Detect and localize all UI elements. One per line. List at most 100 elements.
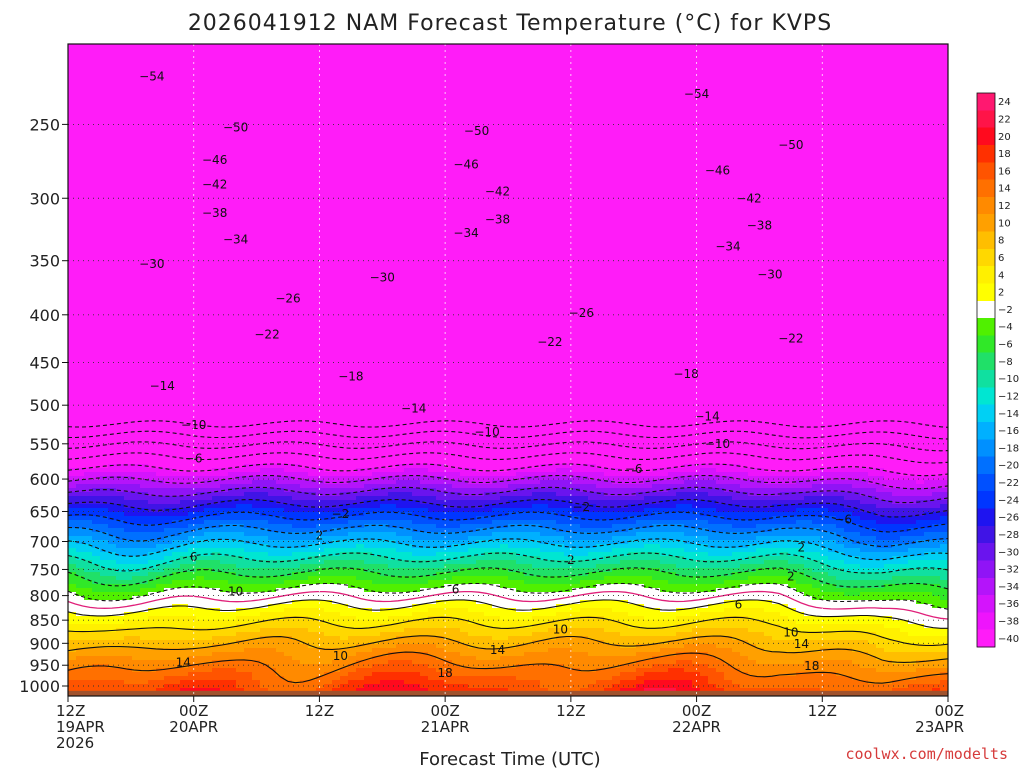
field-cell (628, 116, 637, 121)
field-cell (652, 132, 661, 137)
field-cell (812, 80, 821, 85)
field-cell (364, 140, 373, 145)
field-cell (540, 100, 549, 105)
field-cell (652, 160, 661, 165)
field-cell (668, 192, 677, 197)
field-cell (780, 124, 789, 129)
field-cell (468, 140, 477, 145)
field-cell (692, 152, 701, 157)
field-cell (860, 156, 869, 161)
field-cell (756, 112, 765, 117)
field-cell (340, 188, 349, 193)
field-cell (204, 112, 213, 117)
field-cell (612, 176, 621, 181)
field-cell (756, 96, 765, 101)
field-cell (708, 204, 717, 209)
field-cell (620, 44, 629, 49)
field-cell (404, 52, 413, 57)
field-cell (404, 64, 413, 69)
field-cell (268, 116, 277, 121)
field-cell (420, 196, 429, 201)
field-cell (756, 108, 765, 113)
field-cell (852, 208, 861, 213)
field-cell (204, 200, 213, 205)
field-cell (380, 184, 389, 189)
field-cell (244, 68, 253, 73)
field-cell (76, 128, 85, 133)
field-cell (404, 124, 413, 129)
field-cell (428, 124, 437, 129)
field-cell (420, 136, 429, 141)
field-cell (764, 64, 773, 69)
field-cell (252, 148, 261, 153)
field-cell (764, 92, 773, 97)
field-cell (372, 48, 381, 53)
field-cell (276, 72, 285, 77)
field-cell (644, 212, 653, 217)
field-cell (276, 224, 285, 229)
field-cell (532, 160, 541, 165)
field-cell (788, 128, 797, 133)
field-cell (68, 128, 77, 133)
field-cell (292, 180, 301, 185)
field-cell (348, 76, 357, 81)
field-cell (108, 48, 117, 53)
field-cell (420, 104, 429, 109)
field-cell (764, 192, 773, 197)
field-cell (124, 216, 133, 221)
field-cell (692, 124, 701, 129)
field-cell (588, 52, 597, 57)
field-cell (76, 212, 85, 217)
field-cell (124, 180, 133, 185)
field-cell (508, 184, 517, 189)
field-cell (292, 60, 301, 65)
field-cell (276, 156, 285, 161)
field-cell (796, 212, 805, 217)
field-cell (164, 216, 173, 221)
field-cell (596, 96, 605, 101)
field-cell (692, 64, 701, 69)
field-cell (932, 140, 941, 145)
field-cell (628, 120, 637, 125)
field-cell (820, 64, 829, 69)
field-cell (316, 140, 325, 145)
field-cell (868, 116, 877, 121)
field-cell (636, 112, 645, 117)
field-cell (636, 132, 645, 137)
field-cell (844, 212, 853, 217)
field-cell (212, 216, 221, 221)
field-cell (716, 76, 725, 81)
field-cell (892, 48, 901, 53)
field-cell (244, 192, 253, 197)
field-cell (212, 224, 221, 229)
field-cell (492, 208, 501, 213)
field-cell (588, 204, 597, 209)
field-cell (364, 100, 373, 105)
field-cell (76, 168, 85, 173)
field-cell (428, 80, 437, 85)
field-cell (660, 204, 669, 209)
field-cell (660, 220, 669, 225)
field-cell (284, 156, 293, 161)
field-cell (156, 44, 165, 49)
field-cell (316, 108, 325, 113)
field-cell (276, 128, 285, 133)
field-cell (92, 172, 101, 177)
field-cell (668, 180, 677, 185)
field-cell (524, 108, 533, 113)
field-cell (900, 80, 909, 85)
field-cell (220, 180, 229, 185)
field-cell (644, 60, 653, 65)
field-cell (108, 208, 117, 213)
field-cell (180, 168, 189, 173)
field-cell (796, 108, 805, 113)
field-cell (524, 216, 533, 221)
field-cell (676, 148, 685, 153)
field-cell (420, 84, 429, 89)
field-cell (708, 212, 717, 217)
field-cell (196, 104, 205, 109)
field-cell (644, 132, 653, 137)
field-cell (340, 64, 349, 69)
field-cell (396, 148, 405, 153)
field-cell (236, 188, 245, 193)
